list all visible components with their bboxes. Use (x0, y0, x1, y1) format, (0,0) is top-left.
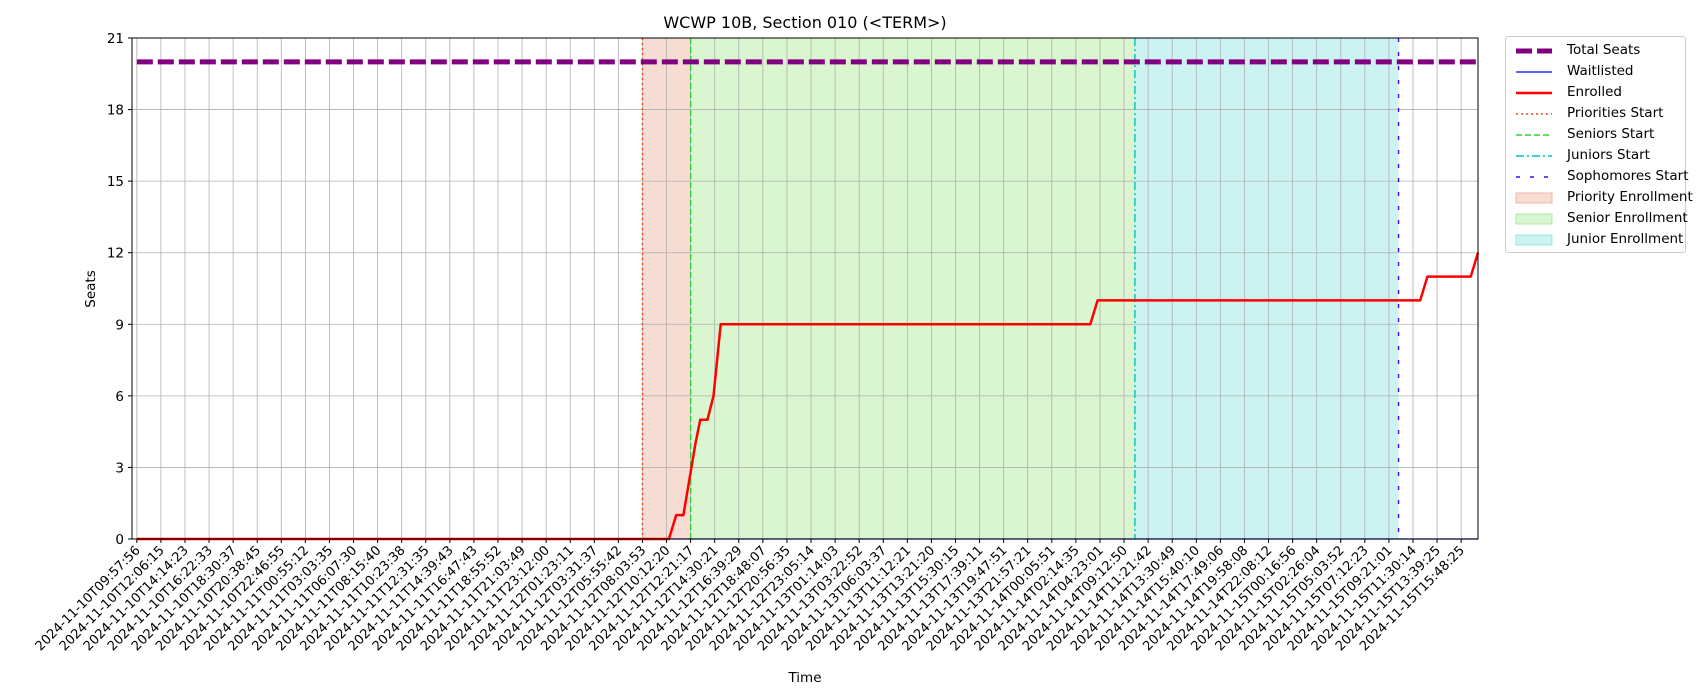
enrollment-regions (642, 38, 1399, 539)
legend-item-seniors-start: Seniors Start (1506, 124, 1686, 145)
legend-item-sophomores-start: Sophomores Start (1506, 166, 1689, 187)
legend-label: Sophomores Start (1567, 168, 1689, 184)
legend-item-priorities-start: Priorities Start (1506, 103, 1686, 124)
series-enrolled (136, 252, 1480, 541)
legend-swatch-juniors-start (1516, 155, 1552, 157)
legend-label: Junior Enrollment (1567, 231, 1684, 247)
legend-label: Priority Enrollment (1567, 189, 1693, 205)
legend-swatch-junior-enrollment (1515, 234, 1553, 246)
legend-item-juniors-start: Juniors Start (1506, 145, 1686, 166)
legend-swatch-sophomores-start (1516, 176, 1552, 178)
y-tick-label: 12 (107, 246, 124, 262)
y-tick-label: 3 (115, 460, 124, 476)
legend-swatch-priority-enrollment (1515, 192, 1553, 204)
legend-swatch-priorities-start (1516, 113, 1552, 115)
y-tick-label: 6 (115, 389, 124, 405)
y-tick-label: 18 (107, 103, 124, 119)
grid-lines (132, 37, 1478, 540)
chart-legend: Total Seats Waitlisted Enrolled Prioriti… (1505, 36, 1693, 253)
y-tick-label: 15 (107, 174, 124, 190)
legend-label: Priorities Start (1567, 105, 1664, 121)
legend-label: Total Seats (1567, 42, 1641, 58)
y-tick-label: 0 (115, 532, 124, 548)
phase-start-markers (641, 38, 1400, 539)
region-senior-enrollment (690, 38, 1135, 539)
legend-label: Enrolled (1567, 84, 1622, 100)
legend-swatch-seniors-start (1516, 134, 1552, 136)
legend-item-waitlisted: Waitlisted (1506, 61, 1686, 82)
legend-label: Seniors Start (1567, 126, 1655, 142)
legend-item-enrolled: Enrolled (1506, 82, 1686, 103)
x-axis-ticks: 2024-11-10T09:57:562024-11-10T12:06:1520… (33, 539, 1468, 654)
legend-item-total-seats: Total Seats (1506, 40, 1686, 61)
y-axis-label: Seats (83, 270, 99, 307)
chart-title: WCWP 10B, Section 010 (<TERM>) (663, 13, 946, 32)
legend-item-senior-enrollment: Senior Enrollment (1506, 208, 1688, 229)
region-junior-enrollment (1134, 38, 1399, 539)
legend-label: Senior Enrollment (1567, 210, 1688, 226)
legend-swatch-senior-enrollment (1515, 213, 1553, 225)
y-tick-label: 9 (115, 317, 124, 333)
legend-swatch-waitlisted (1516, 71, 1552, 73)
legend-label: Juniors Start (1567, 147, 1650, 163)
legend-label: Waitlisted (1567, 63, 1634, 79)
legend-swatch-enrolled (1516, 91, 1552, 95)
x-axis-label: Time (787, 670, 821, 686)
plot-frame (131, 37, 1479, 540)
legend-item-priority-enrollment: Priority Enrollment (1506, 187, 1693, 208)
legend-item-junior-enrollment: Junior Enrollment (1506, 229, 1686, 250)
y-axis-ticks: 0 3 6 9 12 15 18 21 (107, 31, 132, 548)
legend-swatch-total-seats (1516, 48, 1552, 54)
y-tick-label: 21 (107, 31, 124, 47)
